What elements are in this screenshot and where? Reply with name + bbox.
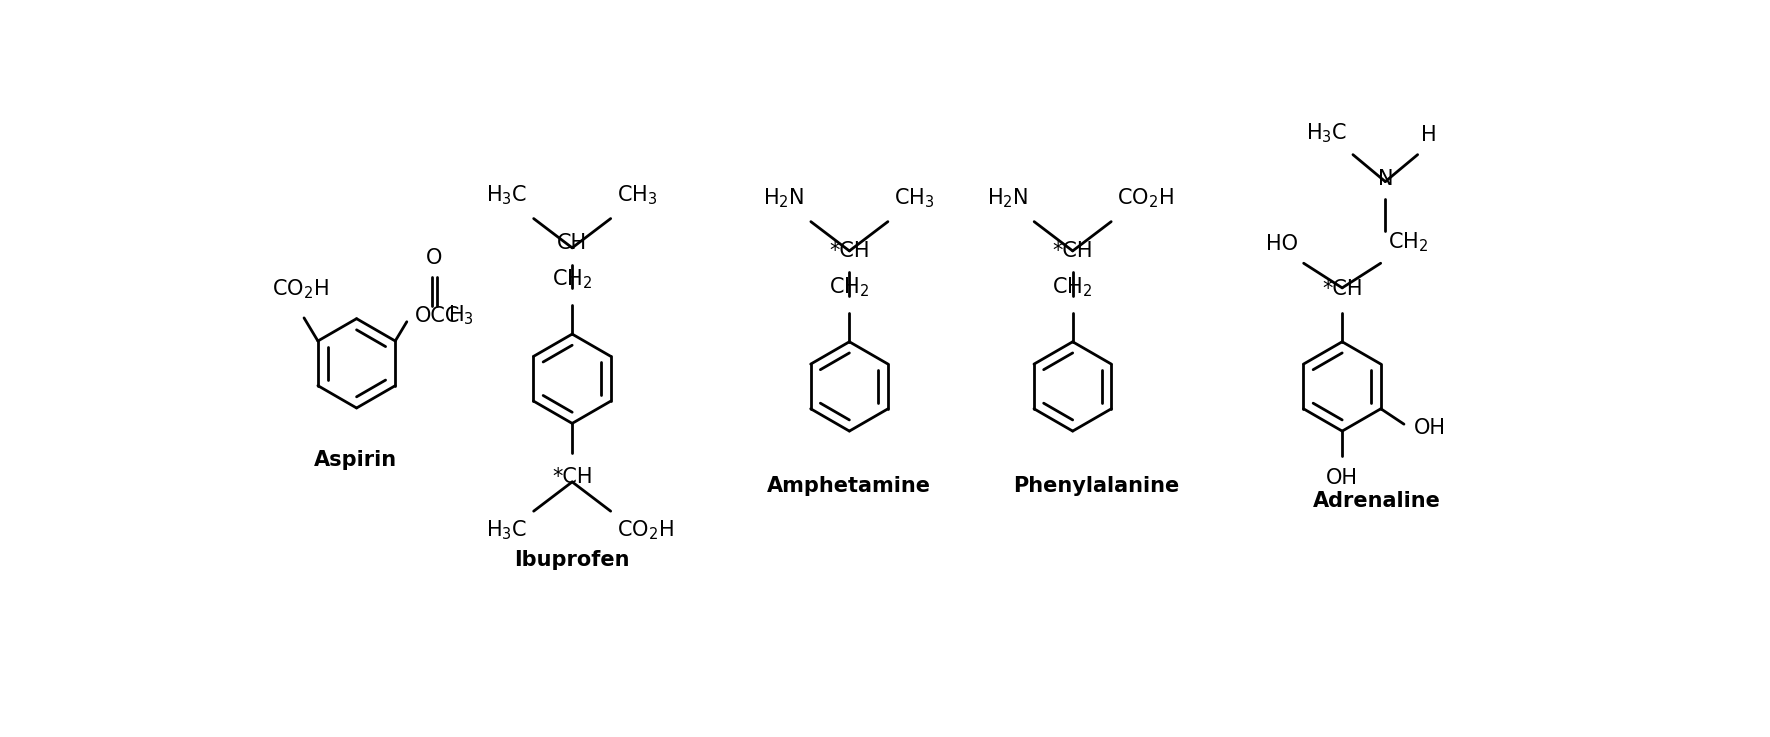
Text: CO$_2$H: CO$_2$H	[273, 277, 329, 301]
Text: CO$_2$H: CO$_2$H	[1117, 186, 1174, 210]
Text: OCC: OCC	[414, 306, 460, 326]
Text: Ibuprofen: Ibuprofen	[515, 551, 630, 570]
Text: CO$_2$H: CO$_2$H	[616, 519, 674, 542]
Text: *CH: *CH	[552, 467, 593, 486]
Text: Adrenaline: Adrenaline	[1313, 491, 1441, 511]
Text: CH$_2$: CH$_2$	[552, 268, 593, 291]
Text: H$_2$N: H$_2$N	[763, 186, 805, 210]
Text: *CH: *CH	[828, 241, 869, 261]
Text: CH$_2$: CH$_2$	[1053, 275, 1092, 298]
Text: Amphetamine: Amphetamine	[768, 476, 931, 496]
Text: CH$_2$: CH$_2$	[828, 275, 869, 298]
Text: H$_2$N: H$_2$N	[986, 186, 1028, 210]
Text: Phenylalanine: Phenylalanine	[1012, 476, 1179, 496]
Text: CH: CH	[558, 233, 588, 254]
Text: CH$_3$: CH$_3$	[616, 184, 657, 207]
Text: H$_3$C: H$_3$C	[487, 519, 527, 542]
Text: H$_3$: H$_3$	[448, 304, 474, 327]
Text: H: H	[1421, 125, 1437, 145]
Text: OH: OH	[1414, 418, 1446, 438]
Text: H$_3$C: H$_3$C	[1306, 122, 1347, 145]
Text: N: N	[1377, 170, 1393, 189]
Text: OH: OH	[1326, 468, 1358, 488]
Text: O: O	[427, 248, 442, 268]
Text: *CH: *CH	[1322, 279, 1363, 298]
Text: CH$_3$: CH$_3$	[894, 186, 935, 210]
Text: CH$_2$: CH$_2$	[1388, 231, 1428, 254]
Text: HO: HO	[1266, 234, 1297, 254]
Text: H$_3$C: H$_3$C	[487, 184, 527, 207]
Text: Aspirin: Aspirin	[315, 450, 396, 470]
Text: *CH: *CH	[1053, 241, 1092, 261]
